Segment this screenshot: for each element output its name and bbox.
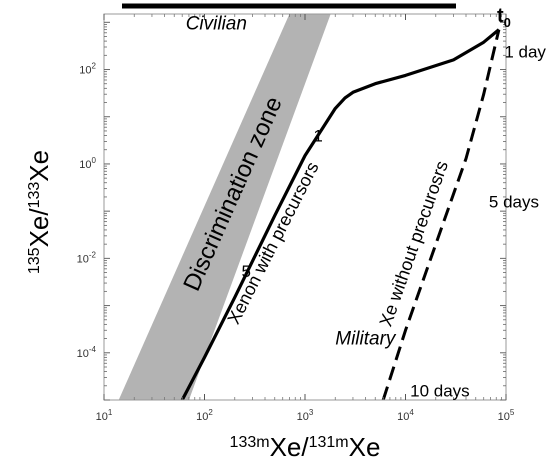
- y-tick-label: 10-2: [77, 250, 97, 265]
- discrimination-zone-band: [118, 14, 331, 400]
- x-tick-label: 102: [196, 408, 213, 423]
- plot-area: [103, 3, 507, 401]
- t0-label: t0: [497, 5, 511, 30]
- series-line-with-precursors: [180, 28, 500, 400]
- x-tick-label: 104: [397, 408, 414, 423]
- series-label-without-precursors: Xe without precurosrs: [376, 158, 452, 329]
- y-tick-label: 100: [79, 156, 96, 171]
- x-tick-label: 103: [297, 408, 314, 423]
- days-annotation: 1 day: [504, 42, 546, 61]
- plot-clip-group: [118, 14, 501, 400]
- day-marker-label: 1: [313, 126, 322, 145]
- military-region-label: Military: [335, 328, 397, 349]
- days-annotation: 5 days: [489, 192, 539, 211]
- y-tick-label: 10-4: [77, 345, 97, 360]
- y-tick-label: 102: [79, 62, 96, 77]
- day-marker-label: 5: [241, 262, 250, 281]
- series-line-without-precursors: [381, 29, 501, 400]
- y-axis-label: 135Xe/133Xe: [24, 150, 54, 274]
- x-tick-label: 105: [498, 408, 515, 423]
- x-tick-label: 101: [96, 408, 113, 423]
- civilian-region-label: Civilian: [186, 14, 247, 35]
- days-annotation: 10 days: [410, 381, 470, 400]
- x-axis-label: 133mXe/131mXe: [230, 432, 381, 462]
